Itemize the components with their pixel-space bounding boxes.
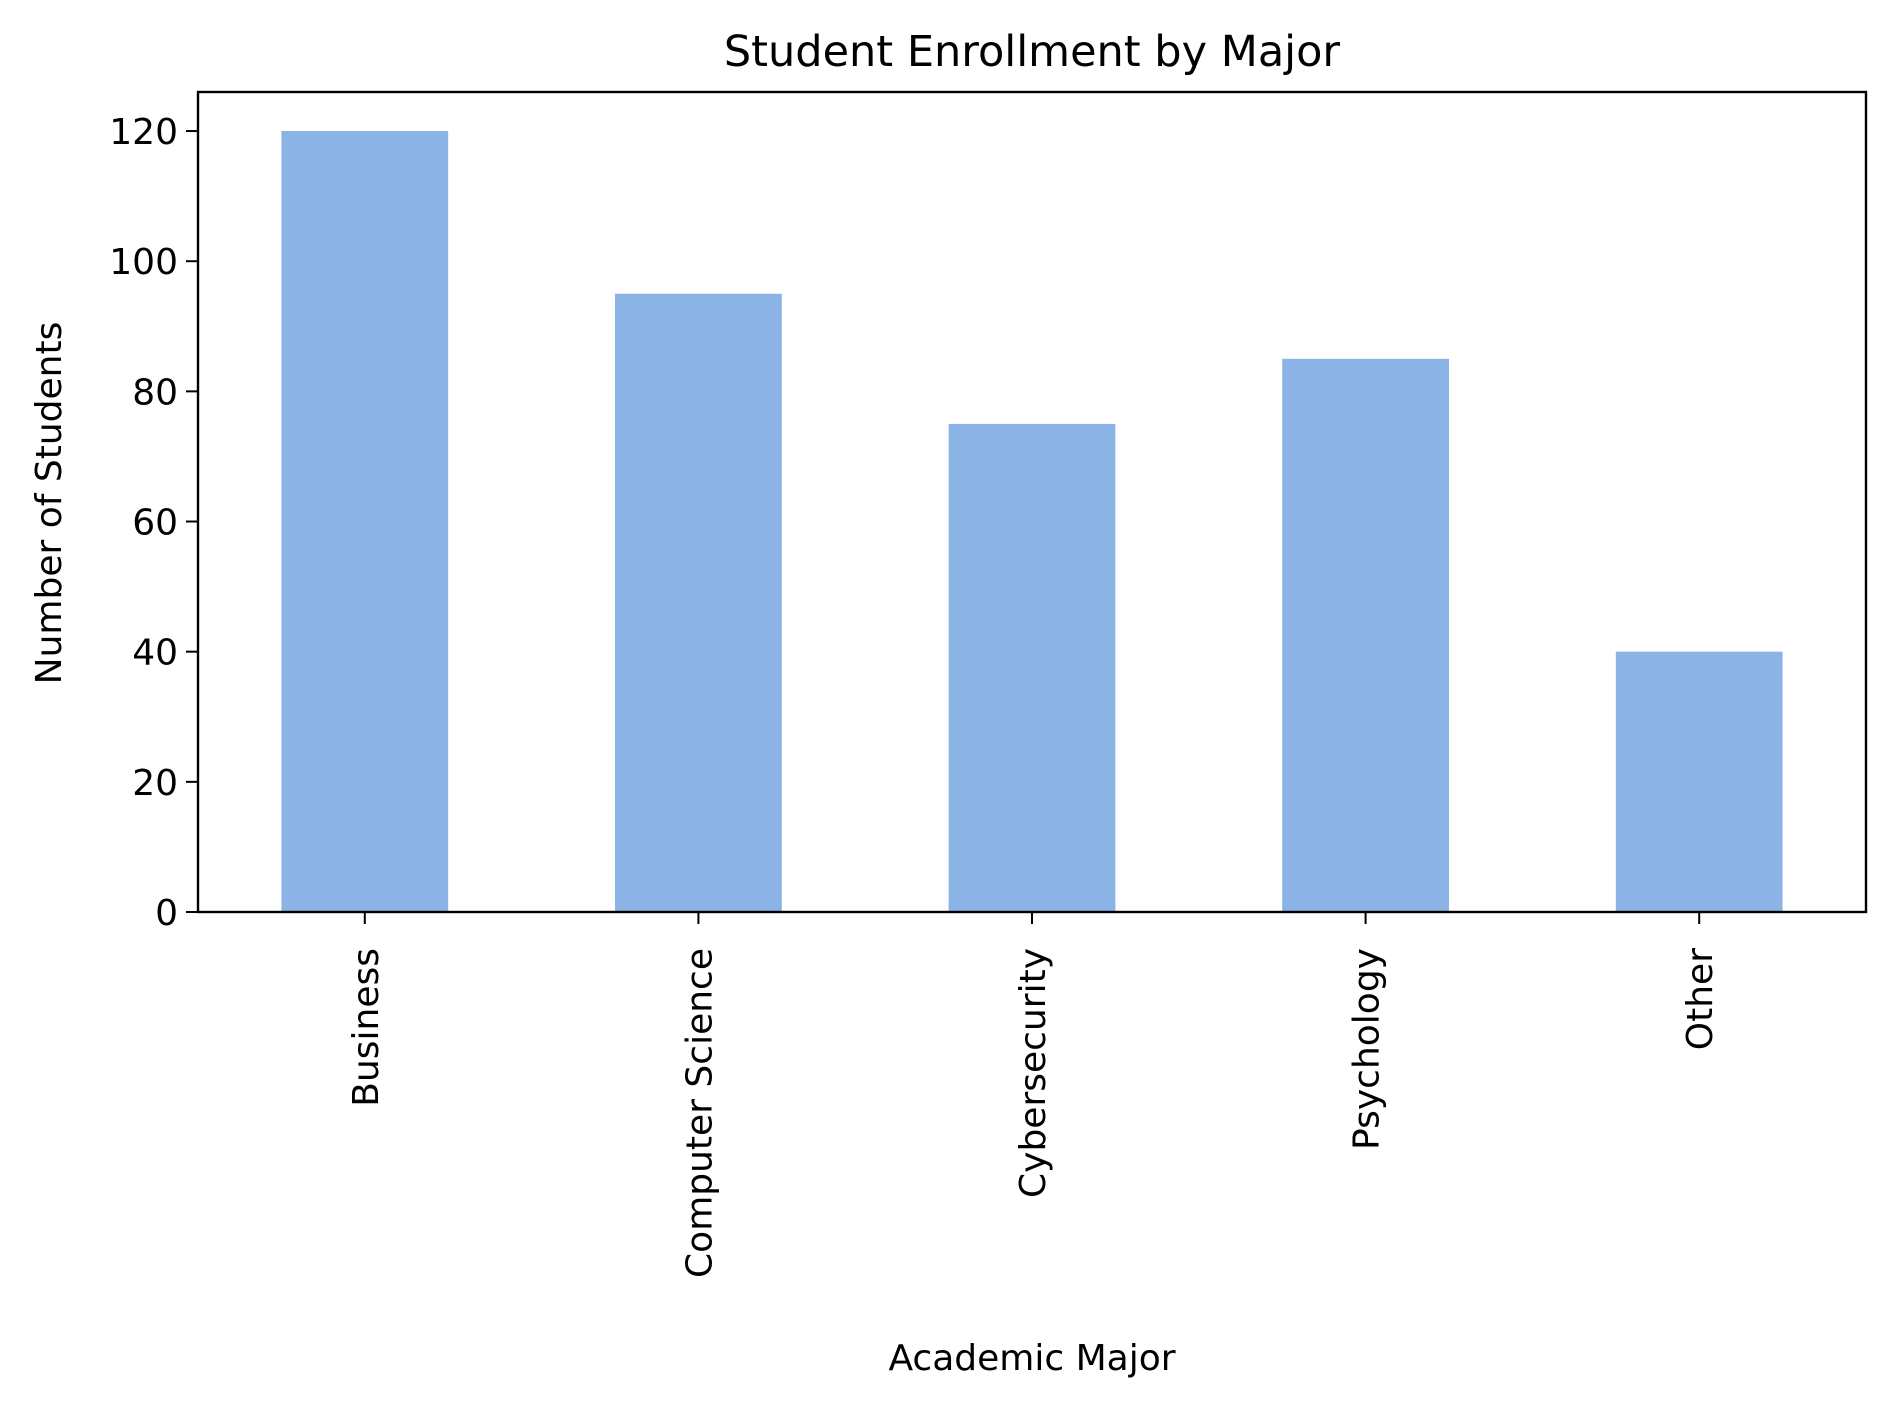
x-tick-label: Cybersecurity (1013, 948, 1054, 1198)
y-tick-label: 60 (132, 503, 178, 544)
y-tick-label: 0 (155, 893, 178, 934)
y-axis-ticks: 0 20 40 60 80 100 120 (109, 112, 198, 934)
y-axis-label: Number of Students (29, 322, 70, 685)
x-axis-label: Academic Major (888, 1338, 1175, 1379)
plot-frame (196, 90, 1868, 914)
chart-title: Student Enrollment by Major (724, 27, 1341, 77)
x-tick-label: Computer Science (679, 948, 720, 1278)
y-tick-label: 20 (132, 763, 178, 804)
bar (1282, 358, 1449, 912)
bar (281, 131, 449, 913)
bars-group (281, 131, 1783, 913)
y-tick-label: 80 (132, 372, 178, 413)
y-tick-label: 40 (132, 633, 178, 674)
bar (948, 423, 1116, 912)
x-tick-label: Other (1680, 948, 1721, 1050)
x-tick-label: Business (346, 948, 387, 1107)
x-tick-label: Psychology (1347, 948, 1388, 1150)
bar (615, 293, 782, 912)
y-tick-label: 120 (109, 112, 178, 153)
x-axis-ticks: Business Computer Science Cybersecurity Psy… (346, 912, 1721, 1278)
bar (1615, 651, 1783, 912)
y-tick-label: 100 (109, 242, 178, 283)
